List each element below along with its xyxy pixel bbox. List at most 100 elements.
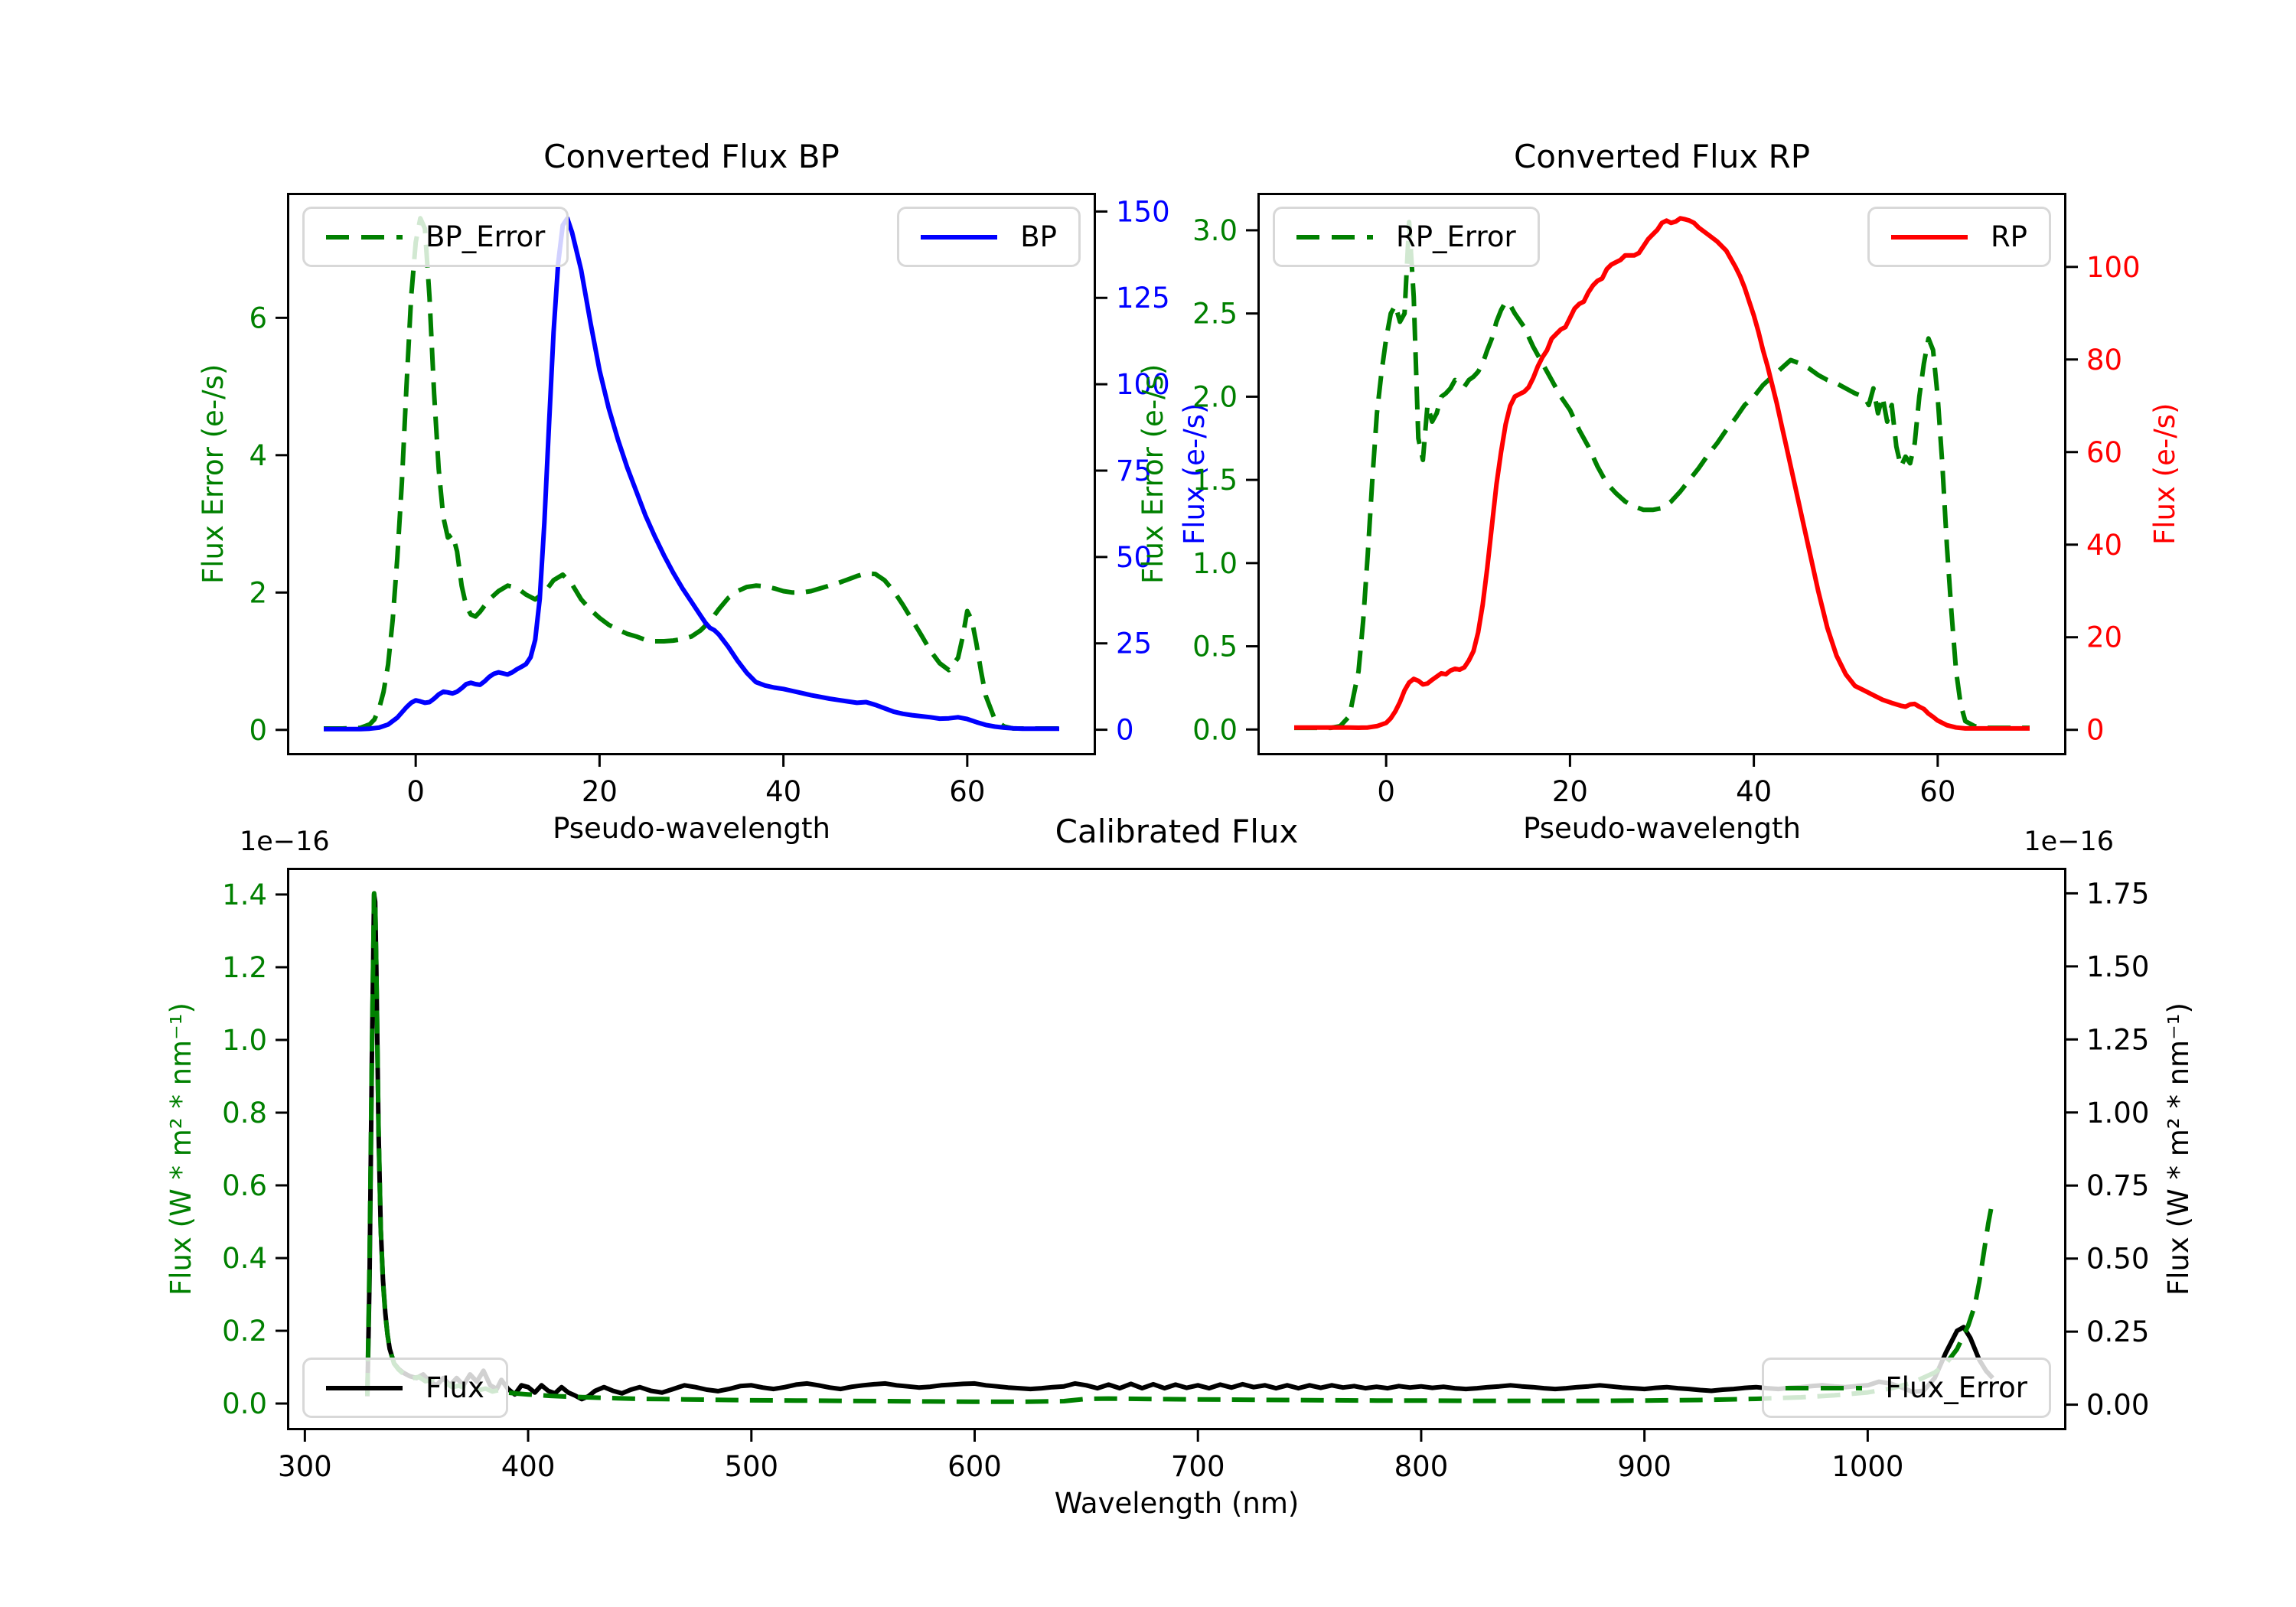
cal-right-tick-label: 0.50	[2086, 1243, 2149, 1276]
chart-calibrated-flux: Calibrated Flux 1e−16 1e−16 Flux (W * m²…	[165, 813, 2195, 1520]
bp-right-tick-label: 125	[1116, 282, 1170, 315]
bp-right-tick-label: 0	[1116, 714, 1134, 747]
rp-error-legend: RP_Error	[1273, 207, 1540, 267]
bp-title: Converted Flux BP	[543, 138, 840, 175]
cal-left-axis-offset: 1e−16	[240, 826, 330, 857]
flux-error-legend: Flux_Error	[1762, 1358, 2051, 1418]
cal-right-tick-label: 1.75	[2086, 877, 2149, 910]
rp-ylabel-right: Flux (e-/s)	[2148, 403, 2181, 546]
rp-x-tick-label: 0	[1377, 775, 1395, 808]
bp-left-tick-label: 0	[249, 714, 267, 747]
bp-error-legend: BP_Error	[302, 207, 569, 267]
flux-error-legend-label: Flux_Error	[1885, 1371, 2027, 1404]
flux-legend: Flux	[302, 1358, 508, 1418]
cal-x-tick-label: 700	[1171, 1450, 1225, 1483]
bp-x-tick-label: 20	[582, 775, 618, 808]
cal-left-tick-label: 0.2	[222, 1315, 267, 1348]
bp-error-legend-label: BP_Error	[426, 220, 546, 253]
cal-left-tick-label: 0.6	[222, 1169, 267, 1202]
bp-x-tick-label: 60	[949, 775, 985, 808]
rp-left-tick-label: 0.5	[1192, 631, 1238, 663]
cal-left-tick-label: 1.4	[222, 878, 267, 911]
series-Flux	[365, 892, 1994, 1402]
cal-title: Calibrated Flux	[1055, 813, 1299, 850]
cal-x-tick-label: 1000	[1831, 1450, 1903, 1483]
rp-x-tick-label: 20	[1552, 775, 1588, 808]
cal-x-tick-label: 400	[501, 1450, 556, 1483]
rp-ylabel-left: Flux Error (e-/s)	[1137, 363, 1169, 585]
rp-right-tick-label: 60	[2086, 436, 2122, 469]
rp-left-tick-label: 0.0	[1192, 713, 1238, 746]
cal-x-tick-label: 800	[1394, 1450, 1449, 1483]
rp-legend: RP	[1867, 207, 2051, 267]
chart-converted-flux-rp: Converted Flux RP Flux Error (e-/s) Flux…	[1137, 138, 2181, 845]
cal-right-tick-label: 1.00	[2086, 1097, 2149, 1129]
bp-right-tick-label: 50	[1116, 541, 1152, 574]
bp-legend: BP	[897, 207, 1081, 267]
cal-right-tick-label: 0.25	[2086, 1315, 2149, 1348]
series-RP_Error	[1294, 220, 2030, 731]
cal-x-tick-label: 600	[947, 1450, 1002, 1483]
rp-left-tick-label: 2.5	[1192, 298, 1238, 331]
rp-left-tick-label: 3.0	[1192, 214, 1238, 247]
cal-ylabel-left: Flux (W * m² * nm⁻¹)	[165, 1002, 197, 1296]
rp-title: Converted Flux RP	[1513, 138, 1811, 175]
bp-x-tick-label: 0	[406, 775, 425, 808]
chart-converted-flux-bp: Converted Flux BP Flux Error (e-/s) Flux…	[197, 138, 1211, 845]
flux-error-legend-line	[1786, 1385, 1863, 1390]
cal-plot-svg: 300 400 500 600 700 800 900 1000 0.0 0.2 0.4 0.6 0.8…	[222, 868, 2149, 1483]
rp-error-legend-line	[1296, 234, 1373, 240]
rp-left-tick-label: 1.5	[1192, 464, 1238, 497]
bp-right-tick-label: 100	[1116, 368, 1170, 401]
rp-xlabel: Pseudo-wavelength	[1523, 812, 1801, 845]
bp-right-tick-label: 150	[1116, 195, 1170, 228]
rp-error-legend-label: RP_Error	[1396, 220, 1516, 253]
cal-x-tick-label: 500	[724, 1450, 778, 1483]
cal-right-tick-label: 1.25	[2086, 1023, 2149, 1056]
cal-right-axis-offset: 1e−16	[2024, 826, 2114, 857]
cal-left-tick-label: 0.4	[222, 1242, 267, 1275]
rp-right-tick-label: 100	[2086, 251, 2141, 284]
cal-x-tick-label: 900	[1617, 1450, 1671, 1483]
flux-legend-line	[326, 1385, 403, 1390]
rp-legend-line	[1890, 234, 1968, 240]
flux-legend-label: Flux	[426, 1371, 484, 1404]
bp-left-tick-label: 2	[249, 576, 267, 609]
rp-left-tick-label: 1.0	[1192, 547, 1238, 580]
rp-right-tick-label: 40	[2086, 529, 2122, 562]
rp-x-tick-label: 40	[1736, 775, 1772, 808]
bp-error-legend-line	[326, 234, 403, 240]
bp-legend-line	[921, 234, 998, 240]
rp-plot-svg: 0 20 40 60 0.0 0.5 1.0 1.5 2.0 2.5 3.0 0 20 40 60 80 100	[1192, 193, 2141, 808]
series-RP	[1294, 216, 2030, 731]
rp-x-tick-label: 60	[1919, 775, 1955, 808]
bp-legend-label: BP	[1020, 220, 1057, 253]
cal-left-tick-label: 1.0	[222, 1024, 267, 1057]
series-BP	[324, 216, 1059, 732]
bp-ylabel-left: Flux Error (e-/s)	[197, 363, 230, 585]
rp-legend-label: RP	[1990, 220, 2027, 253]
rp-right-tick-label: 20	[2086, 621, 2122, 654]
series-Flux_Error	[365, 891, 1995, 1404]
cal-x-tick-label: 300	[278, 1450, 332, 1483]
bp-xlabel: Pseudo-wavelength	[553, 812, 830, 845]
bp-left-tick-label: 4	[249, 439, 267, 472]
bp-right-tick-label: 75	[1116, 455, 1152, 487]
rp-right-tick-label: 80	[2086, 344, 2122, 376]
bp-right-tick-label: 25	[1116, 627, 1152, 660]
bp-x-tick-label: 40	[765, 775, 801, 808]
cal-right-tick-label: 0.00	[2086, 1389, 2149, 1422]
cal-xlabel: Wavelength (nm)	[1054, 1487, 1300, 1520]
cal-left-tick-label: 0.0	[222, 1387, 267, 1420]
cal-left-tick-label: 1.2	[222, 951, 267, 984]
rp-right-tick-label: 0	[2086, 714, 2105, 747]
cal-right-tick-label: 1.50	[2086, 950, 2149, 983]
cal-right-tick-label: 0.75	[2086, 1169, 2149, 1202]
cal-left-tick-label: 0.8	[222, 1097, 267, 1129]
rp-left-tick-label: 2.0	[1192, 380, 1238, 413]
bp-left-tick-label: 6	[249, 302, 267, 334]
series-BP_Error	[324, 216, 1059, 731]
cal-ylabel-right: Flux (W * m² * nm⁻¹)	[2162, 1002, 2195, 1296]
